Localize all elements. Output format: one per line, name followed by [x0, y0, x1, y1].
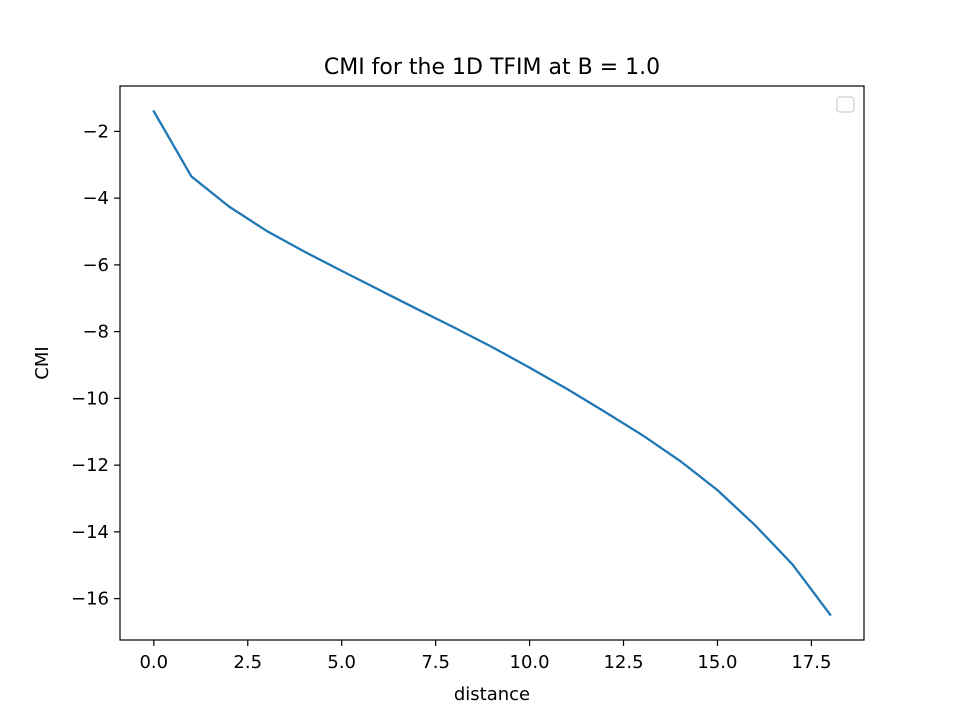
- x-axis-label: distance: [454, 684, 530, 705]
- x-tick-label: 0.0: [139, 652, 168, 673]
- legend-box: [836, 96, 855, 113]
- x-tick-label: 10.0: [510, 652, 550, 673]
- y-tick-label: −10: [71, 388, 109, 409]
- x-tick-label: 7.5: [421, 652, 450, 673]
- y-tick-label: −14: [71, 522, 109, 543]
- y-tick-label: −4: [82, 188, 109, 209]
- series-line: [152, 109, 832, 617]
- axes-frame: [119, 85, 865, 641]
- x-tick-label: 15.0: [697, 652, 737, 673]
- chart-title: CMI for the 1D TFIM at B = 1.0: [324, 55, 660, 80]
- plot-area: 0.0 2.5 5.0 7.5 10.0 12.5 15.0 17.5 −2 −4 −6 −8 −10 −…: [71, 85, 865, 673]
- y-tick-label: −16: [71, 589, 109, 610]
- x-tick-label: 17.5: [791, 652, 831, 673]
- y-tick-label: −8: [82, 322, 109, 343]
- x-tick-label: 12.5: [603, 652, 643, 673]
- y-tick-label: −12: [71, 455, 109, 476]
- y-axis-label: CMI: [32, 346, 53, 379]
- x-tick-label: 5.0: [327, 652, 356, 673]
- x-tick-label: 2.5: [233, 652, 262, 673]
- y-tick-label: −6: [82, 255, 109, 276]
- y-tick-label: −2: [82, 121, 109, 142]
